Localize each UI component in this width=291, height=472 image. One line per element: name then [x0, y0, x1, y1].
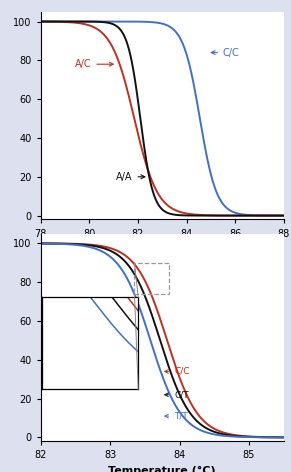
Text: C/T: C/T: [165, 390, 189, 399]
Text: A/C: A/C: [75, 59, 113, 69]
X-axis label: Temperature (°C): Temperature (°C): [109, 244, 216, 254]
Text: C/C: C/C: [211, 48, 240, 58]
Text: A/A: A/A: [116, 172, 145, 182]
Text: T/T: T/T: [165, 412, 188, 421]
Text: C/C: C/C: [165, 367, 189, 376]
Bar: [134, 263, 169, 294]
X-axis label: Temperature (°C): Temperature (°C): [109, 466, 216, 472]
